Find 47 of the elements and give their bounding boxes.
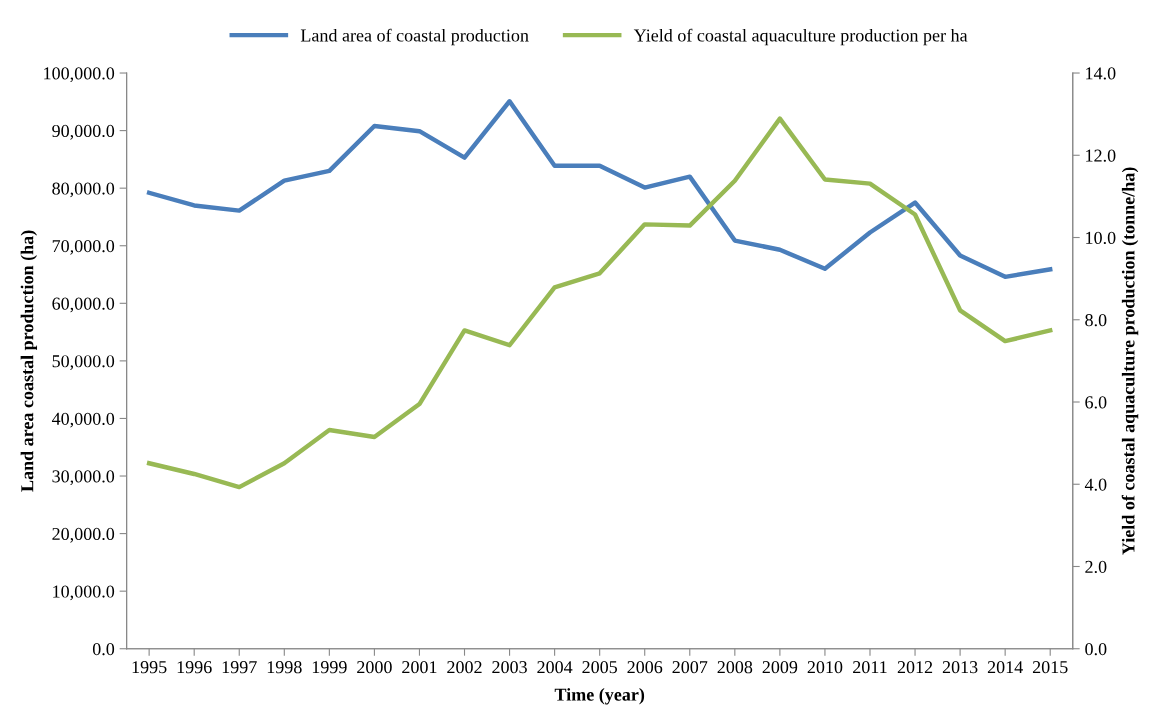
y-tick-label: 100,000.0 [44,67,115,83]
y-tick-label: 30,000.0 [52,470,115,486]
y-tick-label: 20,000.0 [52,527,115,543]
y-tick-label: 0.0 [92,642,115,656]
line-series [146,116,1053,490]
x-tick-label: 2002 [447,661,482,674]
y2-axis-title: Yield of coastal aquaculture production (tonne/ha) [1121,167,1139,555]
x-tick-label: 2014 [987,661,1023,674]
line-series [146,99,1053,280]
x-tick-label: 2005 [582,661,618,674]
y-tick-label: 10,000.0 [53,585,115,601]
x-tick-label: 2007 [672,661,708,674]
x-tick-label: 2011 [853,661,887,674]
x-tick-label: 2004 [537,661,573,674]
x-tick-label: 1998 [267,661,302,674]
y-tick-label: 70,000.0 [52,240,115,255]
y2-tick-label: 12.0 [1086,149,1116,162]
y2-tick-label: 2.0 [1085,560,1107,574]
y2-tick-label: 4.0 [1084,478,1107,491]
x-tick-label: 1999 [312,661,347,674]
legend-label: Yield of coastal aquaculture production per ha [633,28,968,46]
x-tick-label: 2009 [762,661,798,674]
x-tick-label: 2008 [717,661,753,674]
y-tick-label: 90,000.0 [52,124,115,140]
x-tick-label: 2013 [942,661,978,674]
y2-tick-label: 0.0 [1085,642,1107,656]
y-axis-title: Land area coastal production (ha) [20,230,38,492]
x-tick-label: 2015 [1032,661,1068,674]
y2-tick-label: 8.0 [1085,314,1107,327]
x-axis-title: Time (year) [554,688,645,705]
x-tick-label: 2000 [357,661,392,674]
y2-tick-label: 10.0 [1086,231,1116,245]
legend-label: Land area of coastal production [300,28,529,46]
y-tick-label: 40,000.0 [51,412,115,428]
y2-tick-label: 14.0 [1086,67,1116,80]
y-tick-label: 50,000.0 [52,355,115,370]
x-tick-label: 2012 [897,661,933,674]
x-tick-label: 2006 [627,661,663,674]
x-tick-label: 2001 [402,661,437,674]
x-tick-label: 1996 [177,661,212,674]
x-tick-label: 1995 [132,661,167,674]
x-tick-label: 1997 [222,661,257,674]
x-tick-label: 2003 [492,661,527,674]
y2-tick-label: 6.0 [1085,396,1107,409]
y-tick-label: 80,000.0 [52,182,115,198]
y-tick-label: 60,000.0 [52,297,115,313]
x-tick-label: 2010 [807,661,843,674]
